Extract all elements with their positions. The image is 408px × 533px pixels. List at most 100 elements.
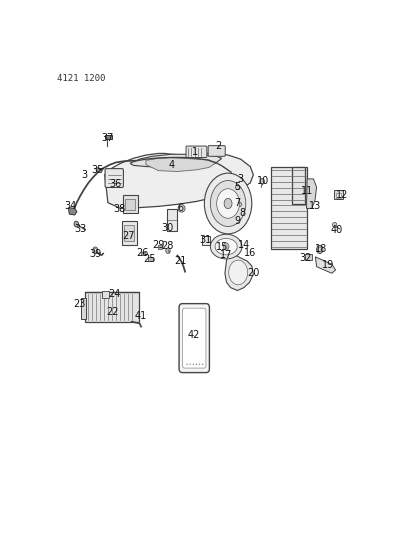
Bar — [149, 257, 153, 261]
Ellipse shape — [229, 260, 248, 285]
Text: 15: 15 — [215, 243, 228, 253]
Text: 32: 32 — [299, 253, 312, 263]
Ellipse shape — [94, 248, 97, 252]
Bar — [85, 292, 139, 322]
Ellipse shape — [237, 202, 242, 207]
Text: 21: 21 — [174, 256, 186, 266]
Ellipse shape — [333, 222, 337, 227]
Ellipse shape — [96, 168, 100, 172]
Ellipse shape — [211, 235, 242, 259]
Text: 39: 39 — [89, 248, 102, 259]
Text: 24: 24 — [108, 289, 120, 299]
Ellipse shape — [74, 221, 78, 227]
Polygon shape — [146, 158, 215, 172]
Polygon shape — [225, 249, 253, 290]
Ellipse shape — [178, 205, 185, 212]
Text: 30: 30 — [161, 223, 173, 233]
FancyBboxPatch shape — [186, 146, 207, 158]
Ellipse shape — [166, 248, 170, 254]
Text: 16: 16 — [244, 248, 256, 258]
Bar — [334, 190, 343, 199]
FancyBboxPatch shape — [182, 308, 206, 368]
Text: 23: 23 — [73, 299, 86, 309]
Bar — [81, 298, 86, 319]
Text: 4: 4 — [168, 159, 174, 169]
Polygon shape — [306, 179, 317, 208]
Text: 8: 8 — [239, 207, 245, 217]
FancyBboxPatch shape — [105, 168, 123, 188]
Text: 2: 2 — [215, 141, 222, 151]
Text: 31: 31 — [199, 236, 211, 245]
Text: 28: 28 — [161, 241, 173, 251]
Text: 18: 18 — [315, 245, 328, 254]
Bar — [125, 199, 135, 209]
Text: 17: 17 — [220, 250, 233, 260]
Ellipse shape — [186, 364, 188, 365]
Text: 6: 6 — [177, 204, 184, 213]
Ellipse shape — [199, 364, 200, 365]
Bar — [102, 290, 109, 298]
Text: 27: 27 — [122, 230, 135, 240]
Bar — [292, 166, 305, 204]
Ellipse shape — [189, 364, 191, 365]
Text: 9: 9 — [235, 216, 241, 226]
Ellipse shape — [217, 189, 239, 219]
Bar — [305, 254, 312, 260]
Text: 3: 3 — [81, 170, 87, 180]
Ellipse shape — [204, 173, 252, 234]
Bar — [122, 221, 137, 245]
Text: 42: 42 — [187, 330, 200, 340]
Text: 7: 7 — [235, 198, 241, 208]
Bar — [271, 167, 307, 249]
Ellipse shape — [317, 245, 323, 254]
Text: 1: 1 — [192, 147, 198, 157]
Ellipse shape — [223, 243, 229, 251]
Ellipse shape — [215, 238, 237, 255]
Text: 35: 35 — [92, 165, 104, 175]
Ellipse shape — [193, 364, 194, 365]
Text: 38: 38 — [114, 204, 126, 214]
Text: 40: 40 — [331, 225, 343, 235]
Text: 12: 12 — [336, 190, 348, 200]
Text: 13: 13 — [309, 200, 321, 211]
Text: 3: 3 — [237, 174, 244, 184]
Text: 33: 33 — [74, 224, 86, 235]
Ellipse shape — [93, 247, 98, 254]
Ellipse shape — [235, 184, 239, 190]
Text: 41: 41 — [135, 311, 147, 321]
Text: 26: 26 — [137, 248, 149, 258]
Text: 25: 25 — [143, 254, 155, 264]
Text: 14: 14 — [238, 240, 250, 251]
Text: 20: 20 — [247, 268, 259, 278]
Polygon shape — [130, 154, 222, 167]
Ellipse shape — [202, 364, 204, 365]
Text: 11: 11 — [301, 186, 313, 196]
Polygon shape — [105, 154, 253, 208]
Text: 36: 36 — [110, 179, 122, 189]
Text: 37: 37 — [101, 133, 113, 143]
Text: 34: 34 — [64, 200, 77, 211]
Text: 29: 29 — [152, 239, 165, 249]
Bar — [123, 195, 138, 213]
Polygon shape — [315, 257, 335, 273]
FancyBboxPatch shape — [208, 146, 225, 156]
Bar — [142, 252, 145, 255]
Ellipse shape — [260, 179, 264, 184]
Ellipse shape — [211, 181, 246, 227]
Bar — [105, 134, 112, 139]
Text: 19: 19 — [322, 260, 334, 270]
Ellipse shape — [224, 198, 232, 208]
Text: 4121 1200: 4121 1200 — [57, 74, 105, 83]
Bar — [202, 236, 210, 245]
Ellipse shape — [318, 247, 322, 252]
Bar — [167, 209, 177, 231]
Text: 10: 10 — [257, 176, 269, 186]
Polygon shape — [69, 207, 77, 215]
Text: 22: 22 — [106, 307, 119, 317]
Bar — [124, 225, 134, 241]
Text: 5: 5 — [235, 182, 241, 192]
Bar — [335, 193, 341, 198]
Ellipse shape — [196, 364, 197, 365]
FancyBboxPatch shape — [179, 304, 209, 373]
Bar — [157, 245, 162, 249]
